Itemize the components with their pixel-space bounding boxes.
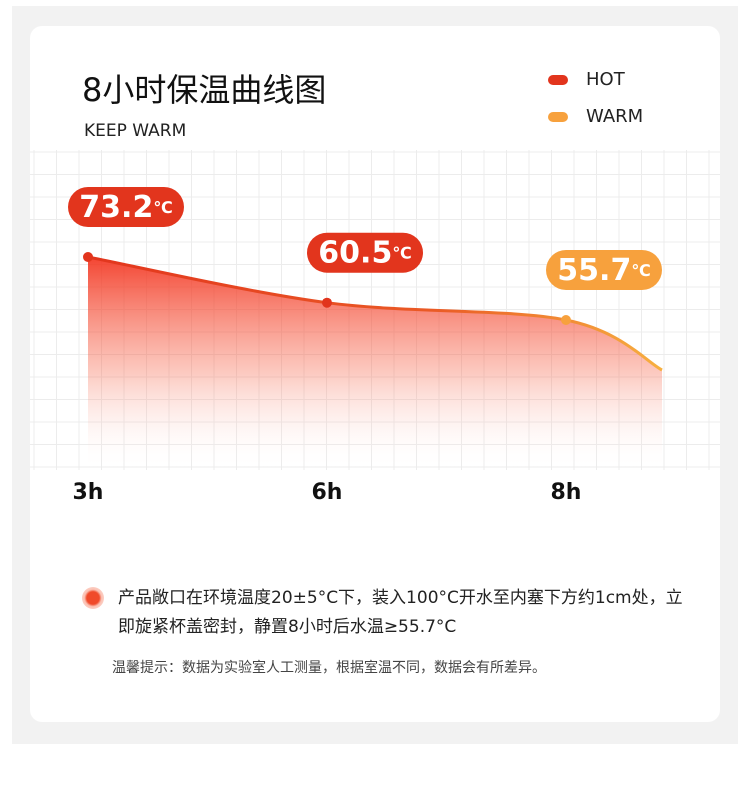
legend-label: WARM [586, 106, 643, 127]
chart-title: 8小时保温曲线图 [82, 71, 326, 109]
value-label: 55.7℃ [557, 252, 650, 287]
tip: 温馨提示：数据为实验室人工测量，根据室温不同，数据会有所差异。 [112, 660, 546, 676]
point [83, 251, 93, 262]
note: 产品敞口在环境温度20±5°C下，装入100°C开水至内塞下方约1cm处，立即旋… [118, 588, 683, 637]
x-tick-label: 3h [73, 480, 104, 505]
value-label: 60.5℃ [318, 235, 411, 270]
legend-label: HOT [586, 69, 626, 90]
note-bullet [82, 587, 104, 609]
value-pill [68, 186, 184, 227]
area-fill [88, 256, 662, 470]
value-label: 73.2℃ [79, 189, 172, 224]
chart-subtitle: KEEP WARM [84, 121, 186, 141]
legend-swatch [548, 112, 568, 122]
legend-swatch [548, 75, 568, 85]
value-pill [307, 232, 423, 273]
curve-tail [87, 255, 663, 372]
point [322, 297, 332, 308]
x-tick-label: 6h [312, 480, 343, 505]
x-tick-label: 8h [551, 480, 582, 505]
value-pill [546, 249, 662, 290]
point [561, 314, 571, 325]
